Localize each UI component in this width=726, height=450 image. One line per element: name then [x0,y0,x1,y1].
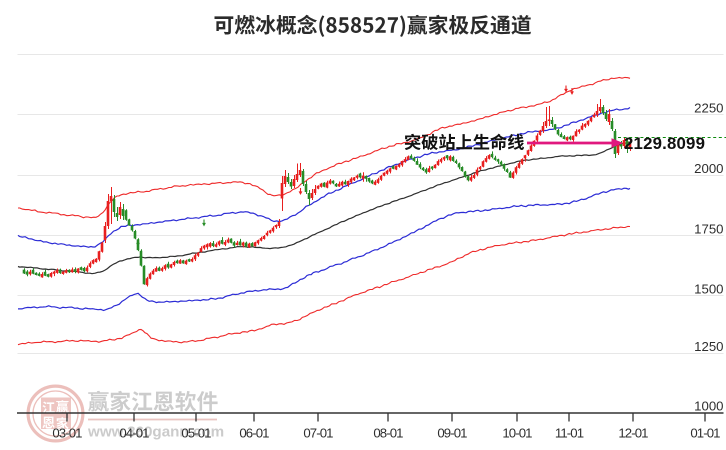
svg-text:10-01: 10-01 [502,426,532,441]
svg-text:11-01: 11-01 [555,426,584,441]
svg-text:12-01: 12-01 [618,426,648,441]
svg-text:06-01: 06-01 [239,426,269,441]
svg-text:2250: 2250 [694,101,723,116]
svg-text:1750: 1750 [694,222,723,237]
svg-text:2000: 2000 [694,161,723,176]
svg-text:1250: 1250 [694,339,723,354]
svg-text:01-01: 01-01 [690,426,720,441]
svg-text:www.360gann.com: www.360gann.com [87,424,224,441]
svg-text:04-01: 04-01 [119,426,149,441]
svg-text:05-01: 05-01 [181,426,211,441]
svg-text:2129.8099: 2129.8099 [624,134,705,153]
svg-text:08-01: 08-01 [373,426,403,441]
svg-text:03-01: 03-01 [52,426,82,441]
svg-text:1000: 1000 [694,399,723,414]
svg-text:1500: 1500 [694,282,723,297]
svg-text:09-01: 09-01 [437,426,467,441]
svg-text:07-01: 07-01 [303,426,333,441]
